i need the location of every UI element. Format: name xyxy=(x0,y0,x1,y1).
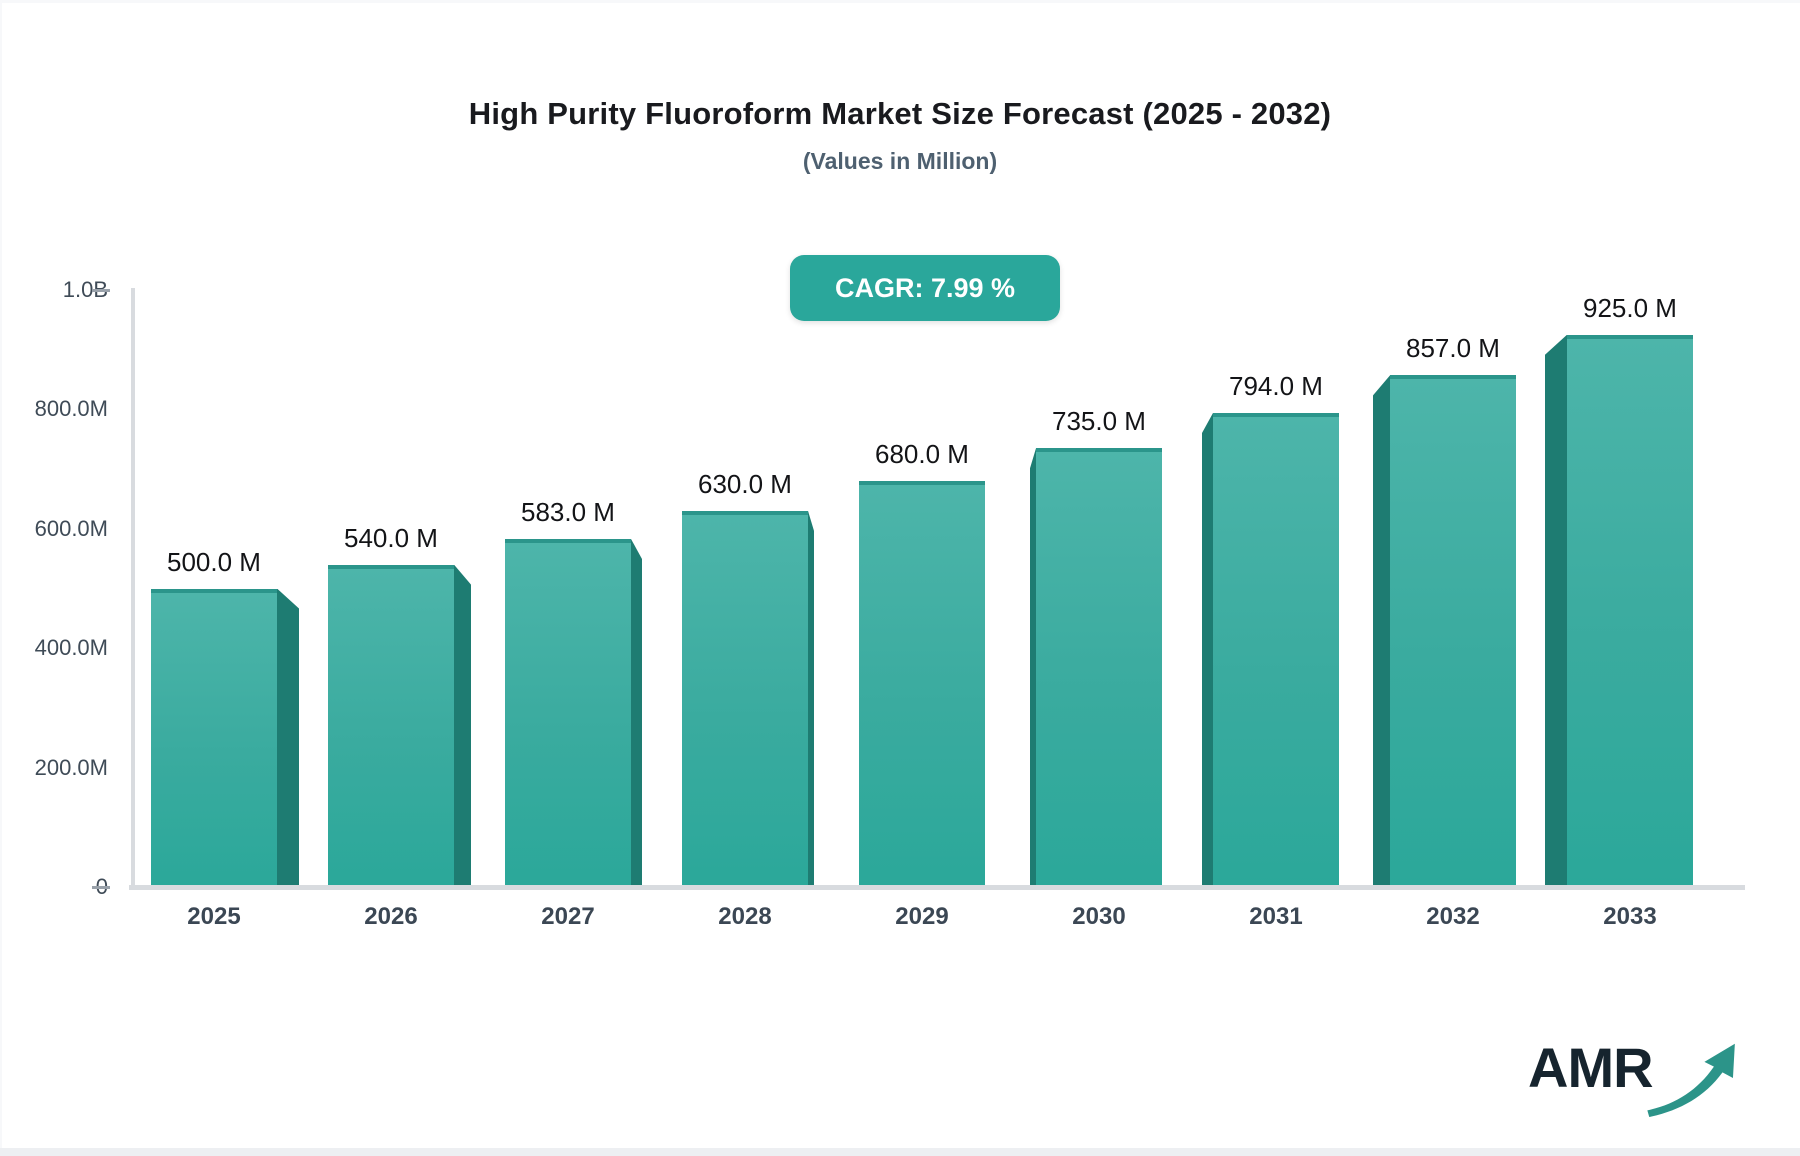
bar-value-label: 630.0 M xyxy=(698,468,792,499)
y-tick-label: 800.0M xyxy=(34,396,108,422)
y-tick-label: 200.0M xyxy=(34,754,108,780)
y-tick-mark xyxy=(92,288,110,292)
bar-2032 xyxy=(1390,375,1516,885)
growth-arrow-icon xyxy=(1645,1040,1741,1123)
bar-value-label: 925.0 M xyxy=(1583,292,1677,323)
x-tick-label: 2032 xyxy=(1426,903,1480,930)
y-tick-label: 600.0M xyxy=(34,515,108,541)
x-tick-label: 2027 xyxy=(541,903,595,930)
bar-2026 xyxy=(328,564,454,885)
bar-value-label: 794.0 M xyxy=(1229,370,1323,401)
y-tick-mark xyxy=(92,885,110,889)
x-tick-label: 2033 xyxy=(1603,903,1657,930)
bar-side-face xyxy=(631,538,642,885)
cagr-badge: CAGR: 7.99 % xyxy=(790,255,1060,321)
x-tick-label: 2026 xyxy=(364,903,418,930)
page-bottom-edge xyxy=(0,1148,1800,1156)
bar-2030 xyxy=(1036,448,1162,885)
bar-value-label: 680.0 M xyxy=(875,439,969,470)
page-top-edge xyxy=(0,0,1800,3)
x-axis-line xyxy=(129,885,1745,890)
bar-2031 xyxy=(1213,412,1339,885)
bar-value-label: 500.0 M xyxy=(167,546,261,577)
bar-2028 xyxy=(682,510,808,885)
page-left-edge xyxy=(0,0,2,1156)
bar-value-label: 540.0 M xyxy=(344,522,438,553)
amr-logo: AMR xyxy=(1528,1038,1741,1123)
bar-value-label: 583.0 M xyxy=(521,496,615,527)
bar-side-face xyxy=(454,564,471,885)
bar-side-face xyxy=(1030,448,1036,885)
bar-2025 xyxy=(151,588,277,885)
x-tick-label: 2028 xyxy=(718,903,772,930)
bar-side-face xyxy=(1373,375,1390,885)
bar-2027 xyxy=(505,538,631,885)
y-axis-line xyxy=(131,288,135,889)
bar-value-label: 735.0 M xyxy=(1052,406,1146,437)
bar-side-face xyxy=(1202,412,1213,885)
bar-2029 xyxy=(859,481,985,885)
chart-title: High Purity Fluoroform Market Size Forec… xyxy=(468,96,1332,131)
amr-logo-text: AMR xyxy=(1528,1036,1654,1099)
x-tick-label: 2025 xyxy=(187,903,241,930)
bar-side-face xyxy=(808,510,814,885)
y-tick-label: 400.0M xyxy=(34,635,108,661)
x-tick-label: 2030 xyxy=(1072,903,1126,930)
bar-2033 xyxy=(1567,334,1693,885)
bar-side-face xyxy=(1545,334,1567,885)
x-tick-label: 2029 xyxy=(895,903,949,930)
chart-subtitle: (Values in Million) xyxy=(802,148,998,174)
bar-side-face xyxy=(277,588,299,885)
bar-value-label: 857.0 M xyxy=(1406,333,1500,364)
x-tick-label: 2031 xyxy=(1249,903,1303,930)
